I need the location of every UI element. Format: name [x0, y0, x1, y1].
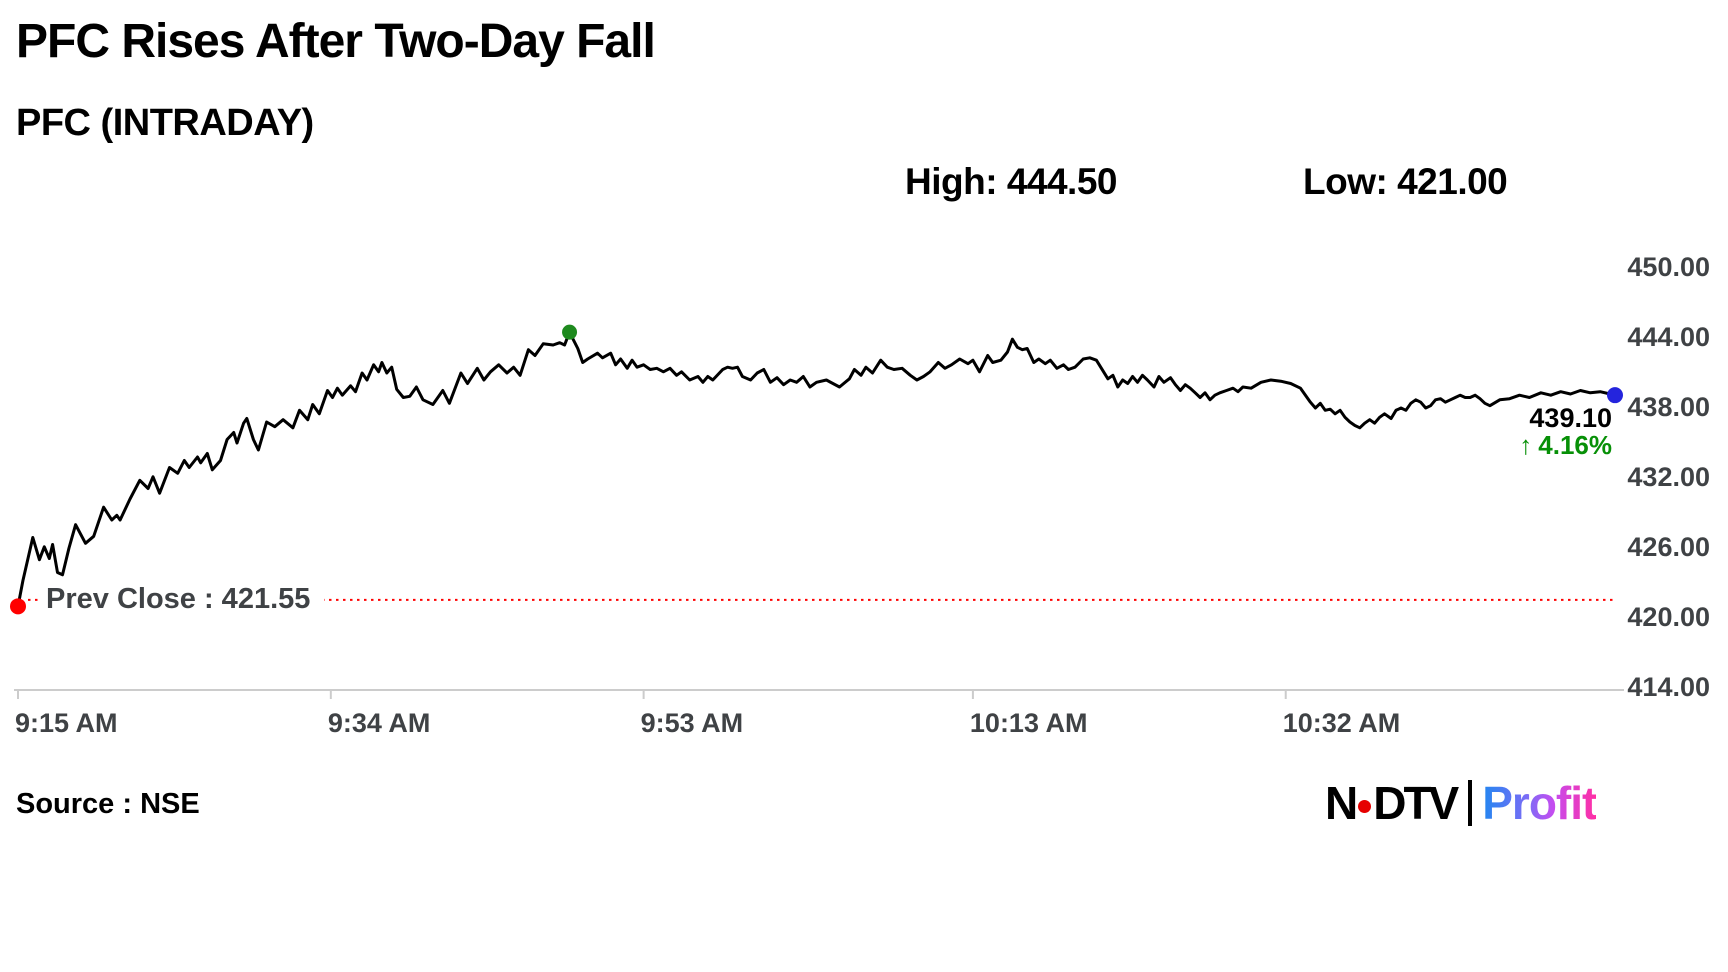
- x-axis-label: 9:34 AM: [327, 708, 431, 738]
- logo-divider: [1468, 780, 1473, 826]
- change-percent-value: 4.16%: [1538, 430, 1612, 460]
- last-price-label: 439.10: [1529, 403, 1612, 433]
- high-stat: High: 444.50: [905, 161, 1117, 203]
- page-subtitle: PFC (INTRADAY): [16, 102, 314, 144]
- prev-close-label: Prev Close : 421.55: [40, 583, 325, 616]
- y-axis-label: 420.00: [1627, 602, 1710, 632]
- ndtv-letters-dtv: DTV: [1373, 777, 1459, 829]
- page-title: PFC Rises After Two-Day Fall: [16, 15, 656, 68]
- high-marker: [562, 324, 578, 340]
- source-label: Source : NSE: [16, 788, 200, 820]
- low-stat-value: 421.00: [1397, 161, 1508, 202]
- logo-red-dot-icon: [1358, 799, 1372, 813]
- y-axis-label: 414.00: [1627, 672, 1710, 702]
- profit-wordmark: Profit: [1482, 777, 1597, 829]
- low-stat-label: Low:: [1303, 161, 1388, 202]
- y-axis-label: 426.00: [1627, 532, 1710, 562]
- ndtv-profit-logo: N DTV Profit: [1325, 775, 1597, 831]
- ndtv-wordmark: N DTV: [1325, 776, 1459, 830]
- price-line: [16, 330, 1617, 608]
- low-stat: Low: 421.00: [1303, 161, 1508, 203]
- y-axis-label: 432.00: [1627, 462, 1710, 492]
- up-arrow-icon: ↑: [1519, 430, 1533, 460]
- x-axis-label: 10:32 AM: [1282, 708, 1401, 738]
- x-axis-label: 9:15 AM: [15, 708, 118, 738]
- high-stat-value: 444.50: [1006, 161, 1118, 202]
- y-axis-label: 438.00: [1627, 392, 1710, 422]
- y-axis-label: 450.00: [1627, 252, 1710, 282]
- y-axis-label: 444.00: [1627, 322, 1710, 352]
- x-axis-label: 10:13 AM: [969, 708, 1088, 738]
- last-marker: [1607, 387, 1623, 404]
- high-stat-label: High:: [905, 161, 998, 202]
- open-marker: [10, 598, 26, 615]
- ndtv-letter-n: N: [1325, 777, 1358, 829]
- x-axis-label: 9:53 AM: [640, 708, 744, 738]
- change-percent-label: ↑ 4.16%: [1519, 430, 1612, 461]
